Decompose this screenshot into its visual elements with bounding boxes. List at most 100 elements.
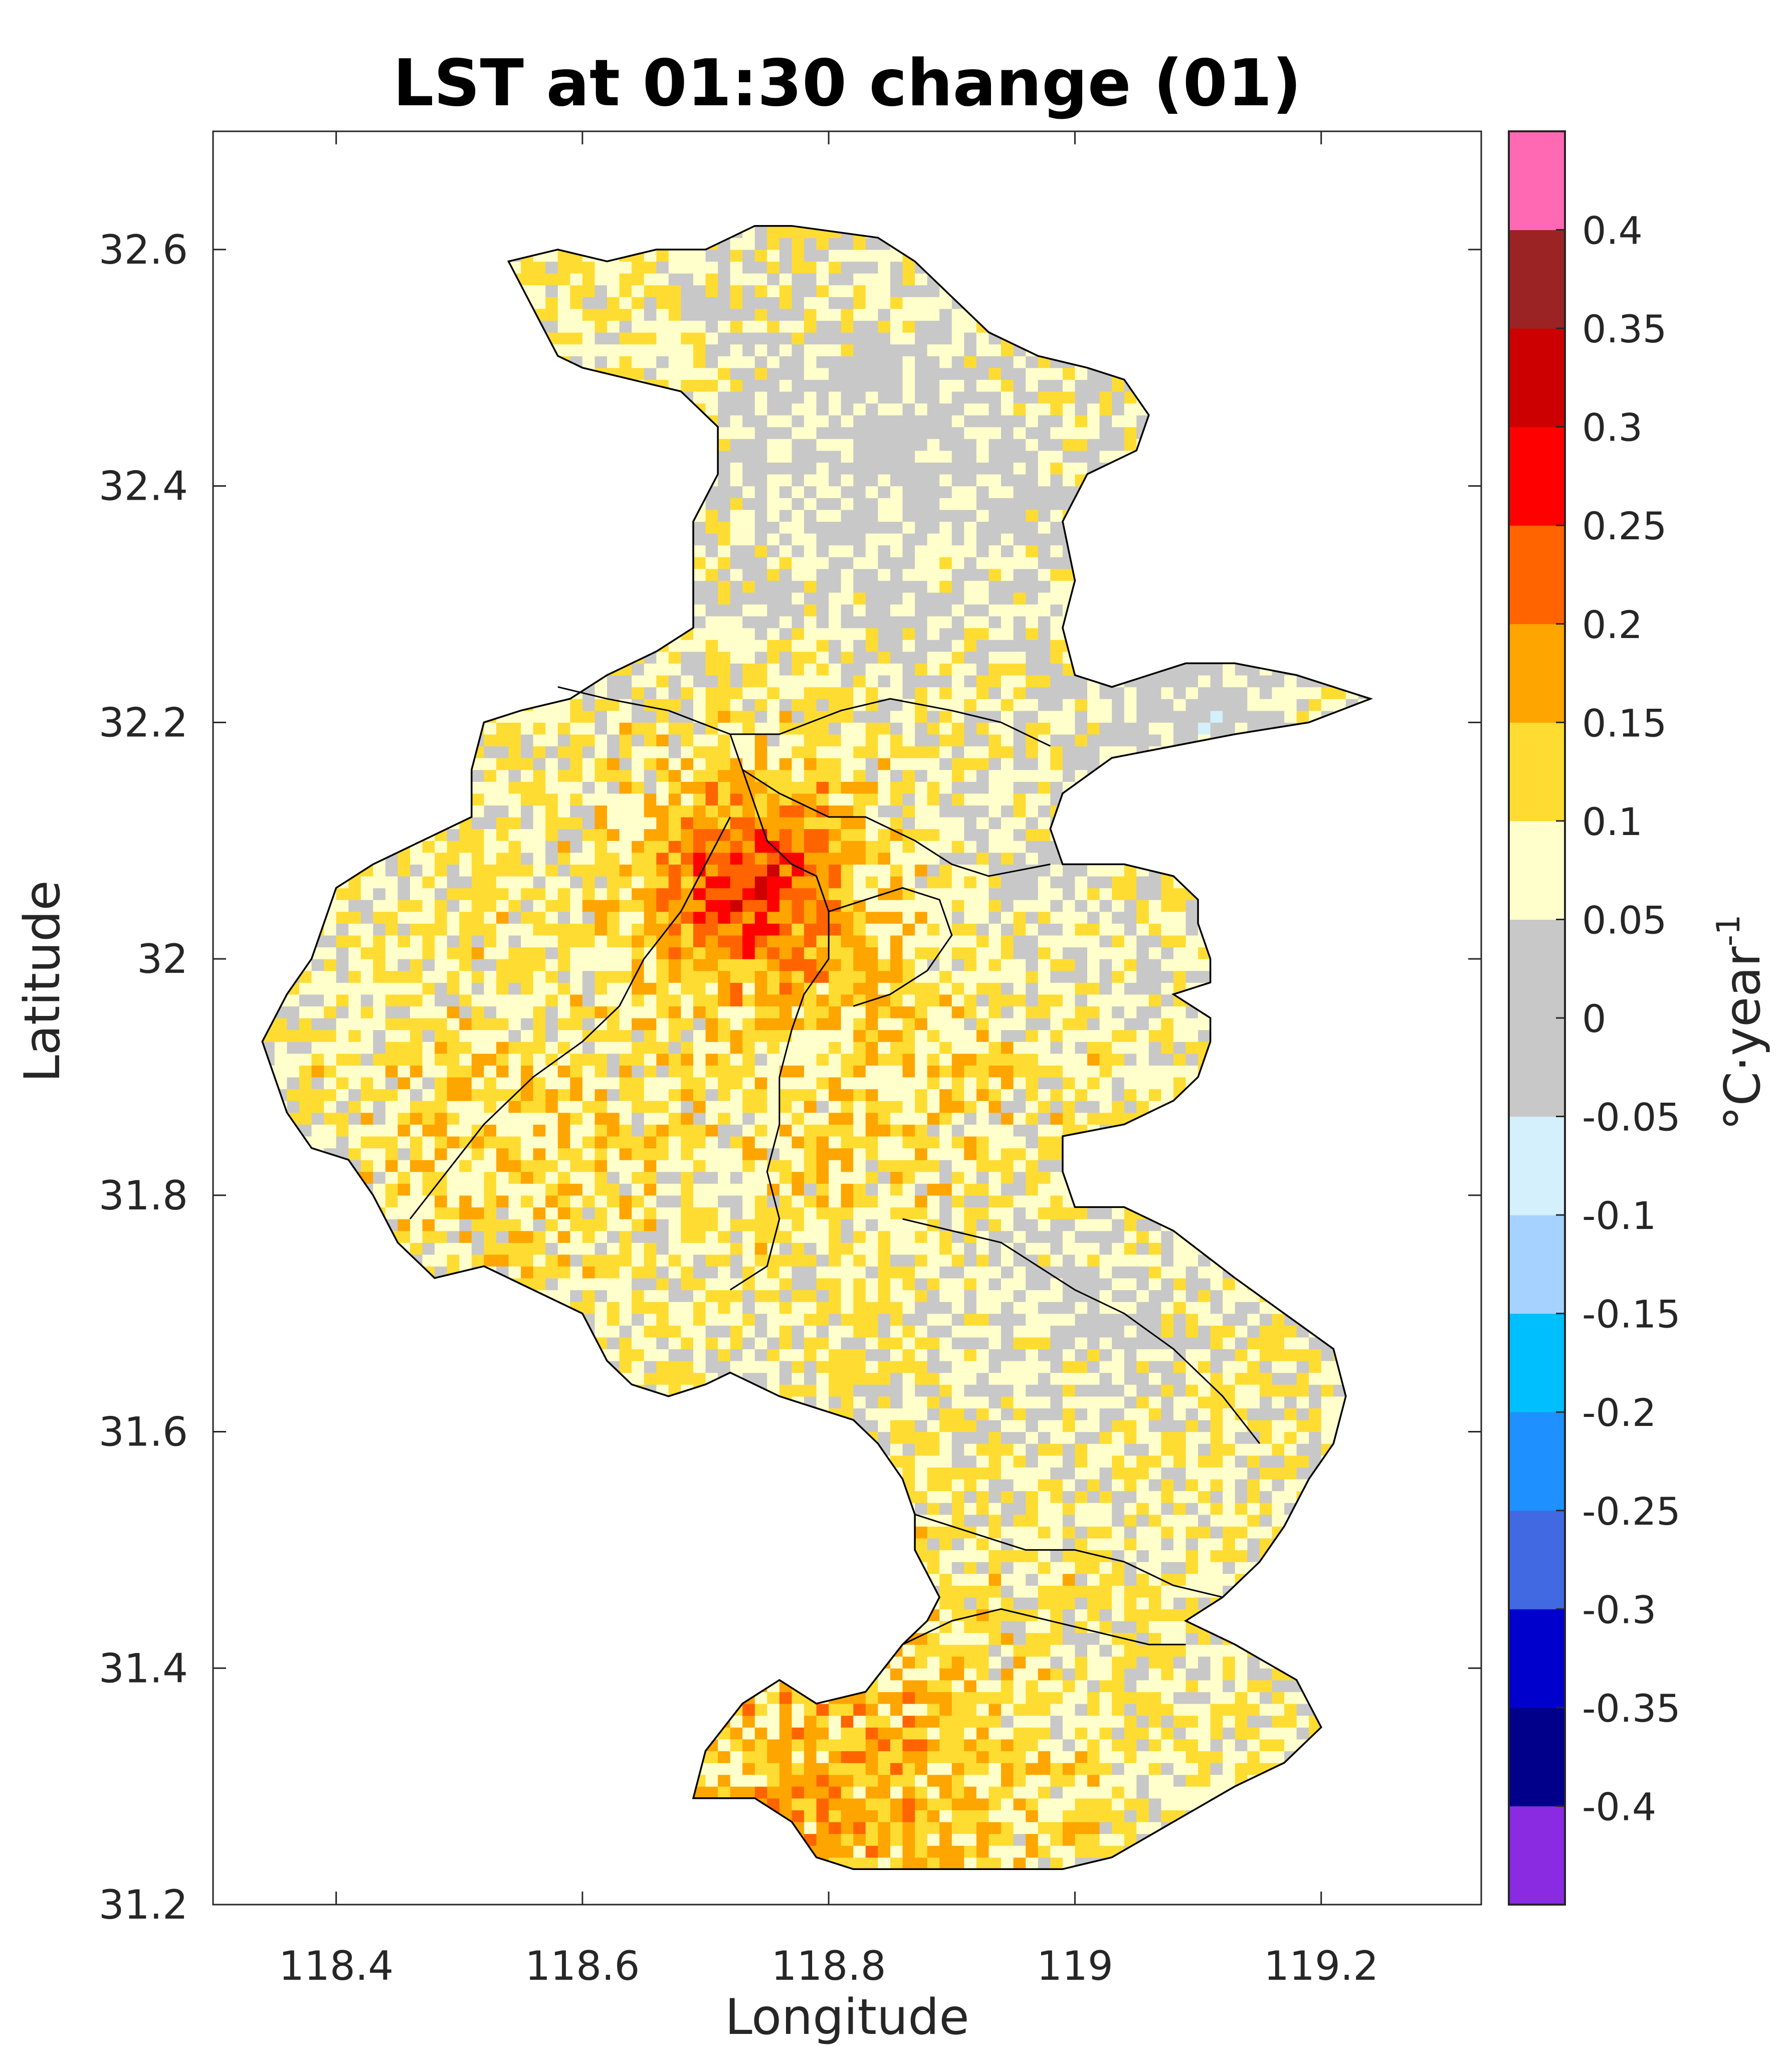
raster-cell [1038, 1408, 1051, 1420]
raster-cell [1223, 1384, 1236, 1397]
raster-cell [841, 1845, 854, 1858]
raster-cell [1259, 1419, 1273, 1432]
raster-cell [1223, 1290, 1236, 1302]
raster-cell [915, 1302, 928, 1314]
raster-cell [668, 1337, 681, 1349]
raster-cell [951, 1396, 964, 1408]
raster-cell [1210, 1443, 1223, 1456]
raster-cell [829, 1361, 842, 1373]
raster-cell [829, 1242, 842, 1255]
raster-cell [989, 1644, 1002, 1657]
raster-cell [693, 1349, 706, 1361]
raster-cell [1075, 1384, 1088, 1397]
raster-cell [1223, 1763, 1236, 1775]
raster-cell [668, 1313, 681, 1326]
raster-cell [1247, 1526, 1260, 1539]
raster-cell [1112, 1467, 1125, 1480]
raster-cell [989, 1313, 1002, 1326]
raster-cell [767, 1302, 780, 1314]
raster-cell [1001, 1585, 1014, 1598]
raster-cell [804, 1810, 817, 1822]
raster-cell [1050, 1727, 1063, 1740]
raster-cell [1210, 1751, 1223, 1763]
raster-cell [1284, 1419, 1297, 1432]
raster-cell [976, 1467, 990, 1480]
raster-cell [1050, 1514, 1063, 1527]
raster-cell [1124, 1704, 1137, 1716]
raster-cell [915, 1845, 928, 1858]
raster-cell [976, 1455, 990, 1468]
raster-cell [792, 1290, 805, 1302]
raster-cell [878, 1833, 891, 1846]
raster-cell [1075, 1372, 1088, 1385]
raster-cell [1148, 1372, 1161, 1385]
raster-cell [939, 1313, 952, 1326]
raster-cell [1050, 1585, 1063, 1598]
raster-cell [1001, 1550, 1014, 1562]
raster-cell [1013, 1384, 1026, 1397]
raster-cell [705, 1254, 718, 1267]
raster-cell [1186, 1573, 1199, 1586]
raster-cell [1186, 1538, 1199, 1550]
raster-cell [1050, 1408, 1063, 1420]
raster-cell [521, 1266, 534, 1279]
raster-cell [1186, 1774, 1199, 1787]
raster-cell [1247, 1361, 1260, 1373]
raster-cell [607, 1325, 620, 1338]
raster-cell [853, 1361, 866, 1373]
raster-cell [890, 1337, 903, 1349]
raster-cell [1284, 1396, 1297, 1408]
raster-cell [1075, 1254, 1088, 1267]
raster-cell [1013, 1503, 1026, 1515]
raster-cell [779, 1751, 793, 1763]
raster-cell [1247, 1704, 1260, 1716]
raster-cell [742, 1242, 755, 1255]
raster-cell [1161, 1692, 1174, 1704]
raster-cell [939, 1384, 952, 1397]
raster-cell [804, 1727, 817, 1740]
raster-cell [915, 1798, 928, 1810]
raster-cell [1001, 1514, 1014, 1527]
raster-cell [545, 1254, 558, 1267]
raster-cell [951, 1455, 964, 1468]
raster-cell [705, 1325, 718, 1338]
raster-cell [1087, 1361, 1100, 1373]
raster-cell [976, 1396, 990, 1408]
raster-cell [1075, 1680, 1088, 1693]
raster-cell [1112, 1526, 1125, 1539]
raster-cell [939, 1751, 952, 1763]
raster-cell [1136, 1704, 1149, 1716]
raster-cell [951, 1254, 964, 1267]
raster-cell [644, 1349, 657, 1361]
raster-cell [1148, 1408, 1161, 1420]
raster-cell [1148, 1514, 1161, 1527]
raster-cell [1186, 1467, 1199, 1480]
raster-cell [607, 1290, 620, 1302]
raster-cell [927, 1751, 940, 1763]
raster-cell [1247, 1514, 1260, 1527]
raster-cell [1062, 1455, 1076, 1468]
raster-cell [951, 1384, 964, 1397]
raster-cell [1321, 1384, 1334, 1397]
raster-cell [1148, 1479, 1161, 1492]
raster-cell [693, 1290, 706, 1302]
raster-cell [964, 1704, 977, 1716]
raster-cell [1223, 1325, 1236, 1338]
raster-cell [1198, 1715, 1211, 1728]
raster-cell [607, 1278, 620, 1291]
raster-cell [1050, 1384, 1063, 1397]
raster-cell [1099, 1810, 1112, 1822]
raster-cell [1235, 1302, 1248, 1314]
raster-cell [816, 1751, 829, 1763]
raster-cell [853, 1372, 866, 1385]
raster-cell [1087, 1668, 1100, 1681]
raster-cell [890, 1821, 903, 1834]
raster-cell [951, 1573, 964, 1586]
raster-cell [964, 1242, 977, 1255]
raster-cell [1198, 1455, 1211, 1468]
raster-cell [718, 1302, 731, 1314]
raster-cell [1087, 1585, 1100, 1598]
raster-cell [878, 1774, 891, 1787]
raster-cell [976, 1798, 990, 1810]
raster-cell [1136, 1609, 1149, 1621]
